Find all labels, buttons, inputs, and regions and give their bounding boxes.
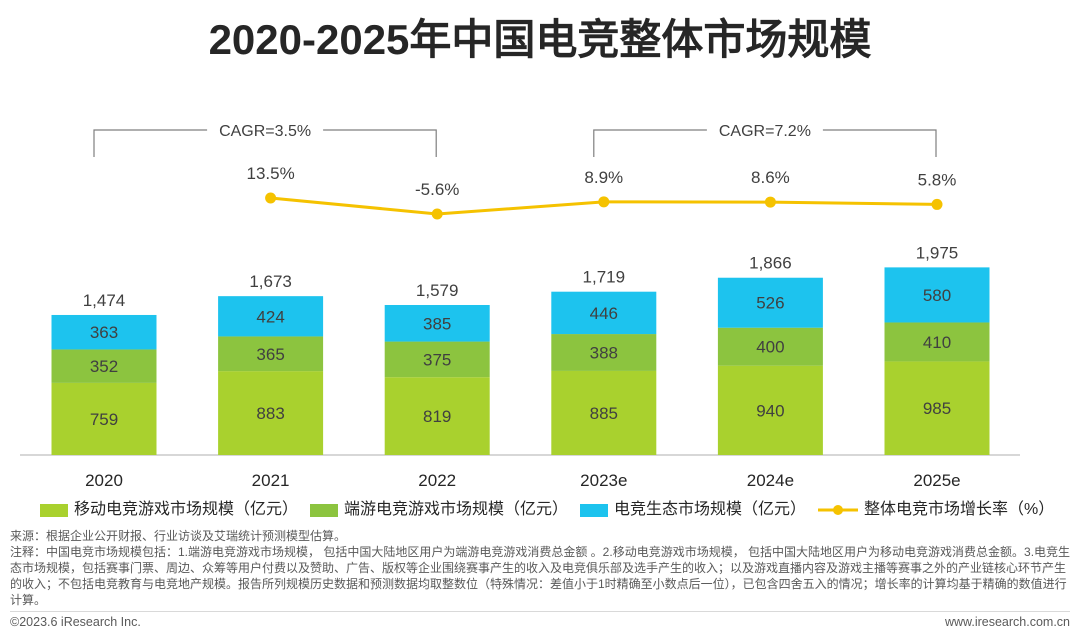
growth-point-2021 <box>265 192 277 204</box>
x-tick-label-2020: 2020 <box>85 471 123 490</box>
x-tick-label-2022: 2022 <box>418 471 456 490</box>
growth-line-group: 13.5% -5.6% 8.9% 8.6% 5.8% <box>246 164 956 220</box>
legend-swatch-esports-ecosystem <box>580 503 609 517</box>
bar-value-label-pc-esports-2025e: 410 <box>923 333 951 352</box>
bar-mobile-esports-2020 <box>51 382 157 455</box>
bar-total-label-2021: 1,673 <box>249 272 292 291</box>
chart-title: 2020-2025年中国电竞整体市场规模 <box>208 16 872 63</box>
legend-item-esports-ecosystem: 电竞生态市场规模（亿元） <box>580 500 806 520</box>
legend-label-esports-ecosystem: 电竞生态市场规模（亿元） <box>614 501 807 518</box>
cagr-bracket-right-0 <box>323 129 437 157</box>
annotation-note: 注释：中国电竞市场规模包括：1.端游电竞游戏市场规模， 包括中国大陆地区用户为端… <box>10 545 1071 607</box>
bar-value-label-mobile-esports-2020: 759 <box>90 410 118 429</box>
legend-label-growth-rate: 整体电竞市场增长率（%） <box>864 501 1055 518</box>
bar-esports-ecosystem-2024e <box>717 277 823 328</box>
notes: 来源：根据企业公开财报、行业访谈及艾瑞统计预测模型估算。 注释：中国电竞市场规模… <box>10 528 1072 608</box>
cagr-bracket-left-0 <box>93 129 208 157</box>
bar-value-label-mobile-esports-2022: 819 <box>423 407 451 426</box>
x-tick-label-2023e: 2023e <box>580 471 627 490</box>
growth-label-2021: 13.5% <box>246 164 294 183</box>
bar-value-label-mobile-esports-2025e: 985 <box>923 399 951 418</box>
bar-value-label-mobile-esports-2024e: 940 <box>756 401 784 420</box>
legend-swatch-mobile-esports <box>40 503 68 517</box>
bars-group <box>51 267 990 455</box>
bar-total-label-2020: 1,474 <box>83 291 126 310</box>
legend-item-mobile-esports: 移动电竞游戏市场规模（亿元） <box>40 500 298 520</box>
bar-pc-esports-2021 <box>218 336 324 372</box>
x-tick-label-2021: 2021 <box>252 471 290 490</box>
bar-total-label-2023e: 1,719 <box>583 268 626 287</box>
growth-point-2022 <box>431 208 443 220</box>
growth-label-2023e: 8.9% <box>584 168 623 187</box>
bar-value-label-mobile-esports-2021: 883 <box>256 404 284 423</box>
bar-value-label-esports-ecosystem-2024e: 526 <box>756 294 784 313</box>
bar-esports-ecosystem-2022 <box>384 304 490 342</box>
copyright: ©2023.6 iResearch Inc. <box>10 615 141 629</box>
growth-label-2022: -5.6% <box>415 180 459 199</box>
bar-value-label-mobile-esports-2023e: 885 <box>590 404 618 423</box>
growth-point-2024e <box>764 196 776 208</box>
cagr-annotations-group: CAGR=3.5% CAGR=7.2% <box>93 123 937 157</box>
bar-pc-esports-2024e <box>717 327 823 366</box>
cagr-bracket-right-1 <box>822 129 937 157</box>
growth-point-2025e <box>931 198 943 210</box>
bar-value-label-esports-ecosystem-2023e: 446 <box>590 304 618 323</box>
bar-pc-esports-2022 <box>384 341 490 378</box>
legend-swatch-pc-esports <box>310 503 339 517</box>
bar-value-label-pc-esports-2021: 365 <box>256 345 284 364</box>
bar-value-label-pc-esports-2020: 352 <box>90 357 118 376</box>
bar-value-label-esports-ecosystem-2025e: 580 <box>923 286 951 305</box>
growth-label-2024e: 8.6% <box>751 168 790 187</box>
growth-point-2023e <box>598 196 610 208</box>
bar-esports-ecosystem-2021 <box>218 296 324 337</box>
legend-swatch-growth-line <box>818 505 859 515</box>
chart-svg: 759 352 363 1,474 2020 883 365 424 1,673 2021 819 3… <box>20 123 1020 490</box>
bar-pc-esports-2025e <box>884 322 990 362</box>
bar-total-label-2024e: 1,866 <box>749 254 792 273</box>
bar-total-label-2025e: 1,975 <box>916 243 959 262</box>
bar-value-label-esports-ecosystem-2022: 385 <box>423 314 451 333</box>
legend-label-mobile-esports: 移动电竞游戏市场规模（亿元） <box>74 501 299 518</box>
website-url: www.iresearch.com.cn <box>944 615 1070 629</box>
x-tick-label-2024e: 2024e <box>747 471 794 490</box>
bar-esports-ecosystem-2020 <box>51 314 157 350</box>
bar-value-label-pc-esports-2022: 375 <box>423 350 451 369</box>
cagr-label-0: CAGR=3.5% <box>219 123 311 140</box>
legend: 移动电竞游戏市场规模（亿元） 端游电竞游戏市场规模（亿元） 电竞生态市场规模（亿… <box>40 500 1054 520</box>
bar-esports-ecosystem-2025e <box>884 267 990 323</box>
bar-labels-group: 759 352 363 1,474 2020 883 365 424 1,673 2021 819 3… <box>83 243 961 490</box>
bar-mobile-esports-2024e <box>717 365 823 455</box>
source-note: 来源：根据企业公开财报、行业访谈及艾瑞统计预测模型估算。 <box>10 529 347 543</box>
bar-mobile-esports-2021 <box>218 371 324 455</box>
bar-value-label-pc-esports-2024e: 400 <box>756 338 784 357</box>
bar-mobile-esports-2025e <box>884 361 990 455</box>
legend-label-pc-esports: 端游电竞游戏市场规模（亿元） <box>344 501 569 518</box>
footer-divider <box>10 611 1070 612</box>
growth-label-2025e: 5.8% <box>918 170 957 189</box>
bar-value-label-pc-esports-2023e: 388 <box>590 343 618 362</box>
x-tick-label-2025e: 2025e <box>913 471 960 490</box>
bar-total-label-2022: 1,579 <box>416 281 459 300</box>
bar-pc-esports-2020 <box>51 349 157 383</box>
bar-value-label-esports-ecosystem-2021: 424 <box>256 307 284 326</box>
bar-pc-esports-2023e <box>551 334 657 371</box>
bar-mobile-esports-2022 <box>384 377 490 455</box>
cagr-bracket-left-1 <box>593 129 707 157</box>
bar-mobile-esports-2023e <box>551 370 657 455</box>
bar-esports-ecosystem-2023e <box>551 291 657 335</box>
cagr-label-1: CAGR=7.2% <box>719 123 811 140</box>
bar-value-label-esports-ecosystem-2020: 363 <box>90 323 118 342</box>
legend-item-pc-esports: 端游电竞游戏市场规模（亿元） <box>310 500 568 520</box>
legend-item-growth-rate: 整体电竞市场增长率（%） <box>818 500 1054 520</box>
